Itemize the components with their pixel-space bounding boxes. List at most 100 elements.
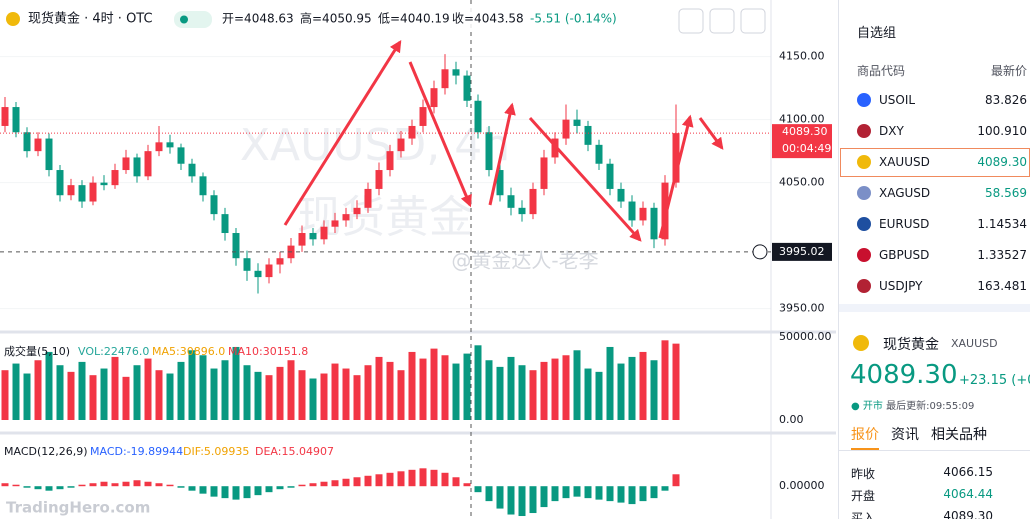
volume-bar — [397, 370, 405, 420]
macd-bar — [78, 484, 86, 487]
candle-body — [463, 75, 471, 101]
candle-body — [650, 207, 658, 240]
candle-body — [628, 201, 636, 221]
candle-body — [133, 157, 141, 177]
macd-bar — [584, 486, 592, 499]
watermark-author: @黄金达人-老李 — [451, 249, 598, 273]
symbol-icon — [857, 93, 871, 107]
watchlist-row[interactable]: DXY 100.910 — [839, 116, 1030, 147]
candle-body — [166, 142, 174, 148]
change: -5.51 (-0.14%) — [530, 12, 617, 26]
price: 1.14534 — [977, 217, 1027, 231]
volume-bar — [529, 370, 537, 420]
macd-bar — [122, 481, 130, 487]
macd-bar — [298, 484, 306, 487]
detail-symbol: XAUUSD — [951, 337, 998, 350]
stat-value: 4064.44 — [943, 487, 993, 501]
column-header: 最新价 — [990, 64, 1027, 78]
volume-bar — [595, 371, 603, 420]
pane-legend: DEA:15.04907 — [255, 445, 334, 458]
y-tick-label: 0.00000 — [779, 479, 825, 492]
macd-bar — [331, 480, 339, 487]
candle-body — [155, 142, 163, 152]
candle-body — [518, 207, 526, 215]
last-price-label: 4089.30 — [782, 125, 828, 138]
candle-body — [507, 195, 515, 208]
candle-body — [529, 188, 537, 215]
watchlist-row[interactable]: GBPUSD 1.33527 — [839, 240, 1030, 271]
candle-body — [56, 170, 64, 196]
candle-body — [573, 119, 581, 126]
candle-body — [364, 188, 372, 208]
macd-bar — [518, 486, 526, 517]
symbol-icon — [857, 155, 871, 169]
volume-bar — [617, 363, 625, 420]
candle-body — [331, 220, 339, 227]
macd-bar — [408, 469, 416, 487]
price: 1.33527 — [977, 248, 1027, 262]
volume-bar — [23, 373, 31, 420]
side-panel: 自选组 商品代码 最新价 USOIL 83.826 DXY 100.910 XAUUSD… — [838, 0, 1030, 519]
macd-bar — [276, 486, 284, 490]
macd-bar — [177, 486, 185, 488]
candle-body — [276, 258, 284, 265]
macd-bar — [188, 486, 196, 491]
ohlc-open: 开=4048.63 — [222, 12, 294, 26]
price: 100.910 — [977, 124, 1027, 138]
crosshair-label: 3995.02 — [779, 245, 825, 258]
macd-bar — [287, 486, 295, 488]
toolbar[interactable] — [678, 8, 766, 34]
macd-bar — [1, 483, 9, 487]
candle-body — [111, 170, 119, 186]
candle-body — [320, 226, 328, 240]
macd-bar — [210, 486, 218, 497]
pane-legend: VOL:22476.0 — [78, 345, 149, 358]
candle-body — [474, 100, 482, 133]
macd-bar — [452, 477, 460, 487]
macd-bar — [364, 475, 372, 487]
volume-bar — [67, 371, 75, 420]
symbol-icon — [857, 248, 871, 262]
price: 58.569 — [985, 186, 1027, 200]
status-pill[interactable] — [174, 11, 212, 28]
macd-bar — [111, 483, 119, 487]
candle-body — [375, 170, 383, 189]
tab[interactable]: 相关品种 — [931, 427, 987, 443]
candle-body — [210, 195, 218, 215]
candle-body — [67, 185, 75, 196]
symbol-title: 现货黄金 · 4时 · OTC — [28, 11, 153, 27]
candle-body — [639, 207, 647, 221]
candle-body — [12, 107, 20, 133]
price: 4089.30 — [977, 155, 1027, 169]
macd-bar — [67, 486, 75, 488]
watchlist-row[interactable]: XAGUSD 58.569 — [839, 178, 1030, 209]
volume-bar — [309, 378, 317, 420]
macd-bar — [617, 486, 625, 503]
tab[interactable]: 报价 — [851, 427, 879, 450]
macd-bar — [89, 483, 97, 487]
tab[interactable]: 资讯 — [891, 427, 919, 443]
candle-body — [397, 138, 405, 152]
macd-bar — [496, 486, 504, 509]
volume-bar — [518, 365, 526, 420]
watchlist-row[interactable]: USOIL 83.826 — [839, 85, 1030, 116]
volume-bar — [364, 365, 372, 420]
candle-body — [562, 119, 570, 139]
candle-body — [232, 233, 240, 259]
watchlist-row[interactable]: XAUUSD 4089.30 — [839, 147, 1030, 178]
ohlc-high: 高=4050.95 — [300, 11, 372, 26]
volume-bar — [639, 351, 647, 420]
macd-bar — [243, 486, 251, 499]
volume-bar — [342, 368, 350, 420]
volume-bar — [254, 371, 262, 420]
macd-bar — [606, 486, 614, 502]
macd-bar — [672, 474, 680, 487]
annotations — [283, 39, 724, 242]
volume-bar — [320, 373, 328, 420]
symbol: GBPUSD — [879, 248, 930, 262]
watchlist-title[interactable]: 自选组 — [857, 26, 897, 41]
watchlist-row[interactable]: EURUSD 1.14534 — [839, 209, 1030, 240]
watchlist-row[interactable]: USDJPY 163.481 — [839, 271, 1030, 302]
macd-bar — [562, 486, 570, 499]
candle-body — [177, 147, 185, 164]
